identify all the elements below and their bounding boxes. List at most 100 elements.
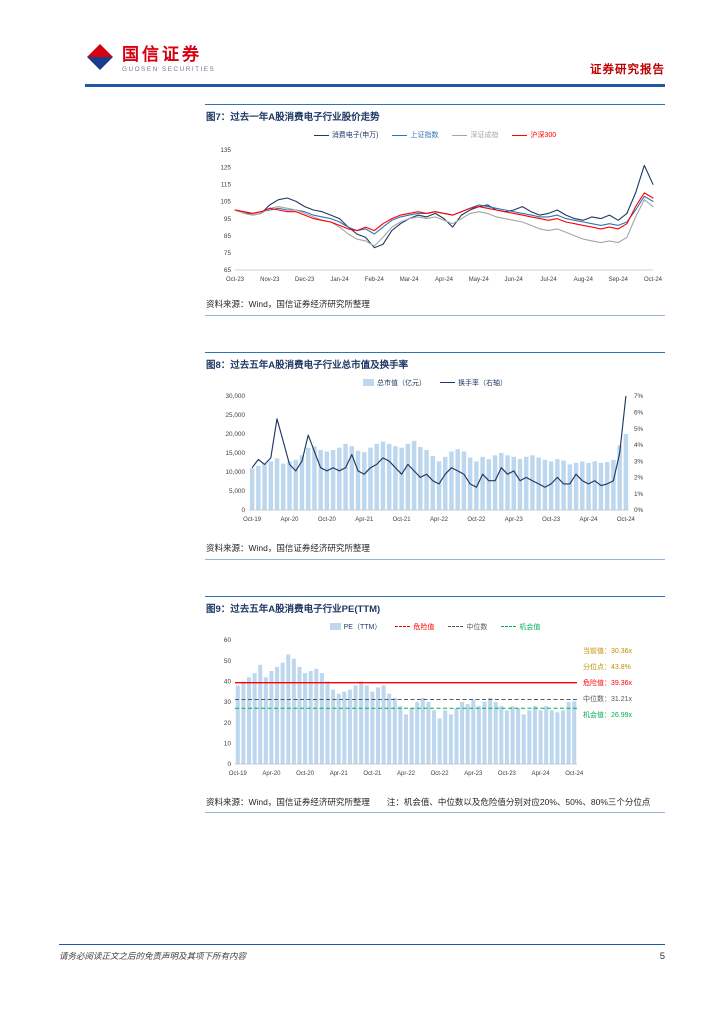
figure9-source: 资料来源：Wind，国信证券经济研究所整理 注：机会值、中位数以及危险值分别对应… bbox=[205, 790, 665, 814]
figure-8: 图8：过去五年A股消费电子行业总市值及换手率 总市值（亿元） 换手率（右轴） 0 5… bbox=[205, 351, 665, 560]
svg-text:3%: 3% bbox=[634, 458, 644, 465]
svg-text:10,000: 10,000 bbox=[225, 469, 245, 476]
legend-label: 总市值（亿元） bbox=[377, 379, 426, 387]
brand-name-cn: 国信证券 bbox=[122, 44, 202, 64]
figure7-legend: 消费电子(申万) 上证指数 深证成指 沪深300 bbox=[205, 129, 665, 142]
svg-text:115: 115 bbox=[221, 181, 232, 188]
brand-text: 国信证券 GUOSEN SECURITIES bbox=[122, 44, 215, 73]
svg-text:85: 85 bbox=[224, 233, 232, 240]
svg-text:Oct-20: Oct-20 bbox=[318, 517, 337, 523]
figure7-source: 资料来源：Wind，国信证券经济研究所整理 bbox=[205, 292, 665, 316]
svg-text:Oct-19: Oct-19 bbox=[229, 771, 248, 777]
legend-line-swatch bbox=[448, 626, 464, 627]
legend-box-swatch bbox=[363, 379, 374, 387]
pe-annotations: 当前值：30.36x 分位点：43.8% 危险值：39.36x 中位数：31.21x 机… bbox=[583, 646, 632, 726]
page-number: 5 bbox=[659, 951, 665, 962]
svg-text:0%: 0% bbox=[634, 507, 644, 514]
page-footer: 请务必阅读正文之后的免责声明及其项下所有内容 5 bbox=[59, 944, 665, 962]
svg-text:Apr-22: Apr-22 bbox=[397, 771, 416, 777]
figure9-legend: PE（TTM） 危险值 中位数 机会值 bbox=[205, 621, 665, 634]
legend-line-swatch bbox=[392, 134, 408, 136]
svg-text:5%: 5% bbox=[634, 426, 644, 433]
svg-text:Apr-24: Apr-24 bbox=[435, 277, 454, 283]
report-body: 图7：过去一年A股消费电子行业股价走势 消费电子(申万) 上证指数 深证成指 沪深30… bbox=[205, 104, 665, 849]
svg-text:30: 30 bbox=[224, 699, 232, 706]
svg-text:75: 75 bbox=[224, 250, 232, 257]
svg-text:Apr-23: Apr-23 bbox=[505, 517, 524, 523]
svg-text:125: 125 bbox=[220, 164, 231, 171]
svg-text:5,000: 5,000 bbox=[229, 488, 245, 495]
svg-text:Apr-20: Apr-20 bbox=[262, 771, 281, 777]
svg-text:2%: 2% bbox=[634, 474, 644, 481]
svg-text:Sep-24: Sep-24 bbox=[609, 277, 629, 283]
svg-text:4%: 4% bbox=[634, 442, 644, 449]
figure8-legend: 总市值（亿元） 换手率（右轴） bbox=[205, 377, 665, 390]
svg-text:95: 95 bbox=[224, 216, 232, 223]
svg-text:25,000: 25,000 bbox=[225, 412, 245, 419]
svg-text:135: 135 bbox=[220, 147, 231, 154]
figure-9: 图9：过去五年A股消费电子行业PE(TTM) PE（TTM） 危险值 中位数 机会值 … bbox=[205, 595, 665, 814]
pe-annotation: 分位点：43.8% bbox=[583, 663, 631, 671]
legend-line-swatch bbox=[313, 134, 329, 136]
pe-annotation: 中位数：31.21x bbox=[583, 695, 633, 703]
legend-label: 深证成指 bbox=[470, 132, 499, 139]
svg-text:50: 50 bbox=[224, 657, 232, 664]
svg-text:May-24: May-24 bbox=[469, 277, 490, 283]
svg-text:1%: 1% bbox=[634, 491, 644, 498]
header-divider bbox=[85, 84, 665, 87]
svg-text:65: 65 bbox=[224, 267, 232, 274]
legend-item: 总市值（亿元） bbox=[363, 378, 426, 388]
legend-item: PE（TTM） bbox=[329, 622, 381, 632]
svg-text:Oct-24: Oct-24 bbox=[565, 771, 584, 777]
svg-text:Apr-22: Apr-22 bbox=[430, 517, 449, 523]
legend-label: 上证指数 bbox=[410, 132, 439, 139]
svg-text:Aug-24: Aug-24 bbox=[574, 277, 594, 283]
legend-line-swatch bbox=[501, 626, 517, 627]
legend-line-swatch bbox=[440, 382, 455, 384]
svg-text:Oct-24: Oct-24 bbox=[617, 517, 636, 523]
legend-item: 沪深300 bbox=[512, 130, 556, 140]
figure7-chart: 65 75 85 95 105 115 125 135 Oct-23 Nov-23 Dec-23 Ja… bbox=[205, 142, 665, 292]
svg-text:Oct-22: Oct-22 bbox=[467, 517, 486, 523]
svg-text:60: 60 bbox=[224, 637, 232, 644]
svg-text:Oct-23: Oct-23 bbox=[542, 517, 561, 523]
svg-text:Oct-24: Oct-24 bbox=[644, 277, 663, 283]
legend-label: 消费电子(申万) bbox=[331, 132, 379, 139]
figure8-chart: 0 5,000 10,000 15,000 20,000 25,000 30,000 0% 1%… bbox=[205, 390, 665, 536]
svg-text:7%: 7% bbox=[634, 393, 644, 400]
svg-text:Apr-21: Apr-21 bbox=[355, 517, 374, 523]
brand-block: 国信证券 GUOSEN SECURITIES bbox=[85, 42, 215, 77]
pe-annotation: 当前值：30.36x bbox=[583, 647, 633, 655]
svg-text:Jan-24: Jan-24 bbox=[330, 277, 349, 283]
svg-text:Nov-23: Nov-23 bbox=[260, 277, 280, 283]
figure8-plot: 0 5,000 10,000 15,000 20,000 25,000 30,000 0% 1%… bbox=[225, 393, 644, 523]
guosen-logo-icon bbox=[85, 42, 115, 77]
svg-text:Oct-23: Oct-23 bbox=[498, 771, 517, 777]
svg-text:Apr-24: Apr-24 bbox=[532, 771, 551, 777]
svg-text:0: 0 bbox=[241, 507, 245, 514]
svg-text:Oct-21: Oct-21 bbox=[393, 517, 412, 523]
figure9-chart: 当前值：30.36x 分位点：43.8% 危险值：39.36x 中位数：31.21x 机… bbox=[205, 634, 665, 790]
report-type-label: 证券研究报告 bbox=[590, 64, 665, 76]
svg-text:Oct-21: Oct-21 bbox=[363, 771, 382, 777]
svg-text:105: 105 bbox=[220, 199, 231, 206]
legend-label: 中位数 bbox=[466, 623, 488, 631]
legend-label: 危险值 bbox=[413, 623, 435, 631]
svg-text:Apr-20: Apr-20 bbox=[280, 517, 299, 523]
figure7-plot: 65 75 85 95 105 115 125 135 Oct-23 Nov-23 Dec-23 Ja… bbox=[220, 147, 663, 283]
legend-box-swatch bbox=[329, 623, 341, 630]
figure9-plot: 0 10 20 30 40 50 60 Oct-19 Apr-20 Oct-20 Apr-21 Oct… bbox=[224, 637, 584, 777]
svg-text:Feb-24: Feb-24 bbox=[365, 277, 385, 283]
svg-text:10: 10 bbox=[224, 740, 232, 747]
legend-item: 消费电子(申万) bbox=[313, 130, 379, 140]
pe-annotation: 危险值：39.36x bbox=[583, 679, 633, 687]
legend-line-swatch bbox=[452, 134, 468, 136]
legend-label: 机会值 bbox=[519, 623, 541, 631]
svg-text:0: 0 bbox=[227, 761, 231, 768]
footer-disclaimer: 请务必阅读正文之后的免责声明及其项下所有内容 bbox=[59, 951, 247, 961]
svg-text:30,000: 30,000 bbox=[225, 393, 245, 400]
svg-text:Mar-24: Mar-24 bbox=[400, 277, 420, 283]
svg-text:Dec-23: Dec-23 bbox=[295, 277, 315, 283]
legend-label: 换手率（右轴） bbox=[458, 379, 507, 387]
figure9-title: 图9：过去五年A股消费电子行业PE(TTM) bbox=[205, 595, 665, 621]
